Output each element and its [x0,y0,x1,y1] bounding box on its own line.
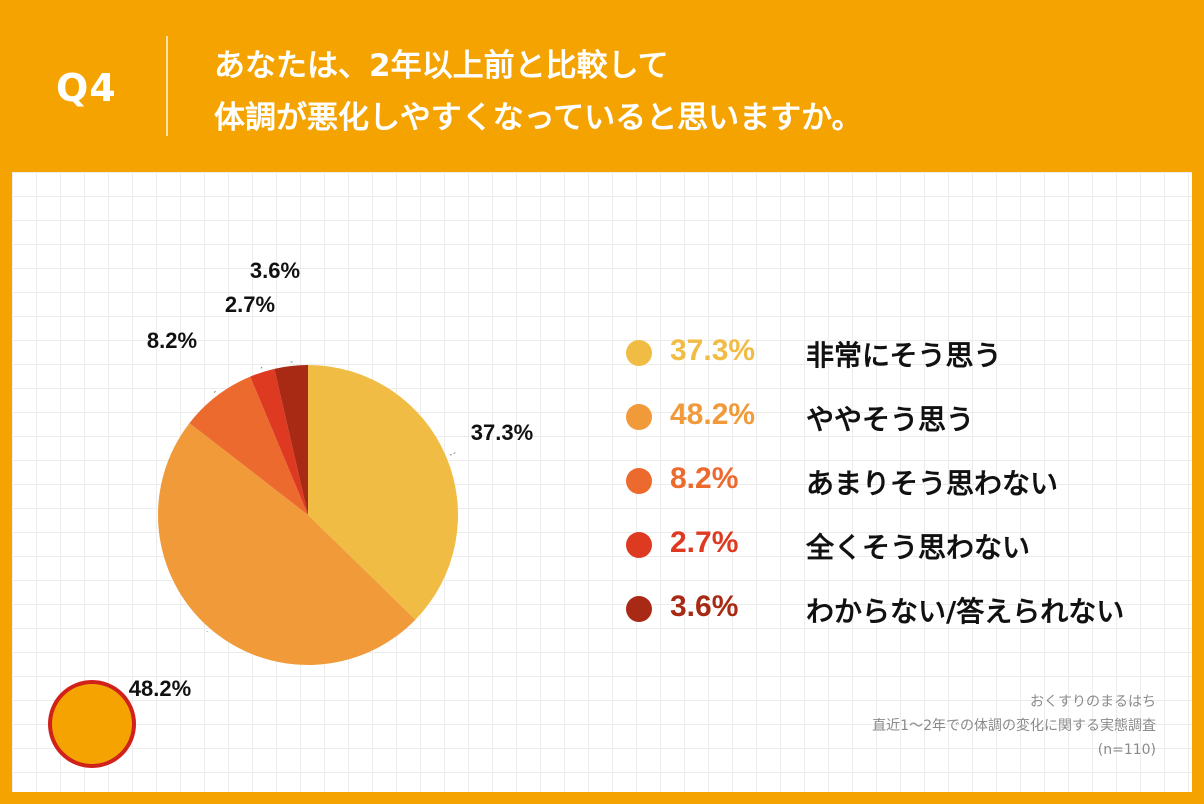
header-divider [166,36,168,136]
footer-brand: おくすりのまるはち [1030,694,1156,710]
pie-data-label: 48.2% [129,676,191,701]
legend-swatch [626,532,652,558]
legend-swatch [626,596,652,622]
title-line-1: あなたは、2年以上前と比較して [214,48,669,84]
pie-slice [157,423,416,666]
footer-sample-size: (n=110) [1097,742,1156,758]
chart-panel: 37.3% 48.2% 8.2% 2.7% 3.6% 37.3% 非常にそう思う 48.2%… [12,172,1192,792]
pie-chart: 37.3% 48.2% 8.2% 2.7% 3.6% [129,258,533,701]
legend-swatch [626,404,652,430]
pie-slice [250,368,308,515]
leader-line [449,451,458,456]
legend-percent: 37.3% [670,334,756,367]
legend-percent: 2.7% [670,526,739,559]
leader-line [213,389,217,393]
header: Q4 あなたは、2年以上前と比較して 体調が悪化しやすくなっていると思いますか。 [0,0,1204,170]
legend-percent: 48.2% [670,398,756,431]
pie-slice [308,365,459,620]
legend-percent: 8.2% [670,462,739,495]
pie-data-label: 37.3% [471,420,533,445]
legend-label: 全くそう思わない [806,531,1031,564]
pie-slice [189,376,308,515]
legend-percent: 3.6% [670,590,739,623]
question-title: あなたは、2年以上前と比較して 体調が悪化しやすくなっていると思いますか。 [214,40,863,144]
pie-data-label: 8.2% [147,328,197,353]
legend-label: あまりそう思わない [806,467,1059,500]
footer-source: おくすりのまるはち 直近1〜2年での体調の変化に関する実態調査 (n=110) [872,690,1156,762]
question-number: Q4 [56,66,117,110]
legend-swatch [626,468,652,494]
pie-data-label: 2.7% [225,292,275,317]
brand-logo [48,680,136,768]
footer-survey-name: 直近1〜2年での体調の変化に関する実態調査 [872,718,1156,734]
legend-label: わからない/答えられない [806,595,1125,628]
legend-label: ややそう思う [806,403,975,436]
leader-line [260,366,263,369]
title-line-2: 体調が悪化しやすくなっていると思いますか。 [214,100,863,136]
pie-slice [274,365,308,515]
pie-data-label: 3.6% [250,258,300,283]
legend-swatch [626,340,652,366]
legend-label: 非常にそう思う [806,339,1002,372]
